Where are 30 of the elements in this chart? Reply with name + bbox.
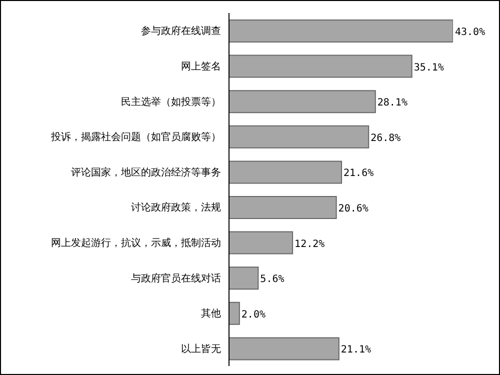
data-label: 28.1%: [377, 98, 408, 109]
y-tick-label: 以上皆无: [181, 342, 221, 355]
bar: [229, 337, 340, 360]
bar: [229, 160, 342, 184]
bar: [229, 90, 376, 114]
bar: [229, 54, 412, 78]
bar: [229, 125, 370, 148]
y-tick-label: 网上签名: [181, 60, 221, 72]
bar: [229, 20, 453, 42]
y-tick-label: 参与政府在线调查: [141, 25, 221, 38]
y-tick-label: 讨论政府政策，法规: [131, 202, 221, 214]
data-label: 2.0%: [241, 309, 266, 320]
data-label: 26.8%: [370, 132, 401, 144]
data-label: 5.6%: [260, 274, 284, 286]
data-label: 20.6%: [338, 204, 368, 214]
data-label: 21.1%: [340, 344, 372, 356]
y-tick-label: 其他: [201, 308, 221, 320]
data-label: 43.0%: [455, 27, 486, 38]
y-tick-label: 网上发起游行，抗议，示威，抵制活动: [51, 237, 221, 249]
data-label: 35.1%: [414, 62, 444, 74]
y-tick-label: 与政府官员在线对话: [131, 272, 221, 284]
y-tick-label: 投诉，揭露社会问题（如官员腐败等）: [50, 131, 221, 144]
data-label: 21.6%: [344, 168, 374, 180]
bar: [229, 231, 294, 254]
bar: [229, 266, 259, 290]
data-label: 12.2%: [294, 238, 325, 250]
y-tick-label: 民主选举（如投票等）: [121, 96, 221, 108]
bar: [229, 302, 240, 325]
bar: [229, 196, 337, 219]
y-tick-label: 评论国家，地区的政治经济等事务: [71, 166, 221, 178]
